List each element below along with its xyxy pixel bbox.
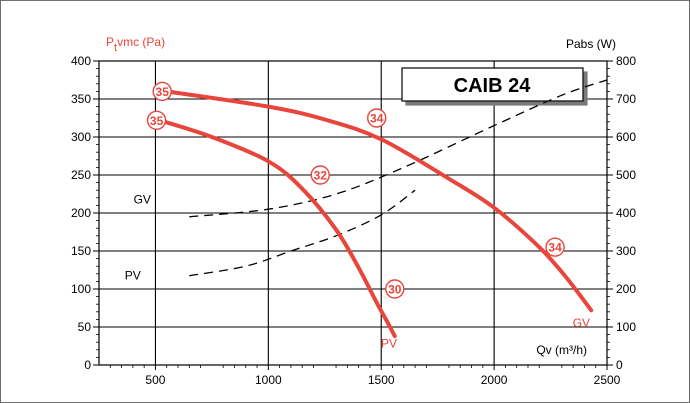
- y-left-tick-label: 0: [84, 358, 91, 372]
- y-right-tick-label: 800: [616, 54, 636, 68]
- y-right-tick-label: 300: [616, 244, 636, 258]
- y-right-tick-label: 500: [616, 168, 636, 182]
- speed-marker-label: 35: [156, 85, 170, 99]
- speed-marker: 34: [367, 108, 387, 128]
- x-tick-label: 2500: [594, 373, 621, 387]
- speed-marker-label: 30: [388, 283, 402, 297]
- y-right-axis-title: Pabs (W): [566, 37, 616, 51]
- speed-marker: 30: [385, 279, 405, 299]
- y-right-tick-label: 400: [616, 206, 636, 220]
- speed-marker-circle: [152, 81, 172, 102]
- speed-marker-label: 34: [548, 241, 562, 255]
- axis-ticks: [93, 60, 613, 370]
- x-tick-label: 2000: [481, 373, 508, 387]
- y-right-tick-label: 200: [616, 282, 636, 296]
- curve-label-pv: PV: [381, 337, 397, 351]
- x-tick-label: 1500: [368, 373, 395, 387]
- speed-marker-label: 35: [150, 114, 164, 128]
- pressure-series: [158, 89, 594, 339]
- grid: [99, 61, 607, 365]
- curve-labels: GV PV PV GV: [125, 192, 590, 350]
- y-left-axis-title-sub: t: [114, 42, 117, 54]
- speed-marker-circle: [545, 237, 565, 257]
- y-left-tick-label: 400: [71, 54, 91, 68]
- curve-label-pv: PV: [125, 268, 141, 282]
- y-left-tick-label: 50: [78, 320, 92, 334]
- pressure-curve-gv: [164, 89, 594, 313]
- model-title-frame: [401, 67, 584, 102]
- power-curve-gv: [189, 79, 608, 218]
- y-right-tick-label: 0: [616, 358, 623, 372]
- speed-marker: 34: [545, 237, 565, 257]
- model-title-box: [401, 67, 584, 102]
- speed-marker: 35: [146, 110, 167, 130]
- chart-title: CAIB 24: [454, 75, 532, 97]
- curve-label-gv: GV: [573, 316, 590, 330]
- y-left-tick-label: 250: [71, 168, 91, 182]
- y-left-tick-label: 100: [71, 282, 91, 296]
- pressure-curve-pv: [158, 118, 397, 339]
- speed-markers: 35 35 34 32 34 30: [146, 81, 565, 299]
- speed-marker-circle: [146, 110, 167, 130]
- y-right-tick-label: 600: [616, 130, 636, 144]
- x-tick-label: 1000: [255, 373, 282, 387]
- x-tick-label: 500: [145, 373, 165, 387]
- speed-marker-circle: [367, 108, 387, 128]
- power-series: [189, 79, 608, 277]
- y-left-tick-label: 200: [71, 206, 91, 220]
- speed-marker: 32: [310, 165, 330, 185]
- y-left-axis-title-main: P: [106, 35, 114, 49]
- speed-marker-label: 34: [370, 112, 384, 126]
- y-left-axis-title-rest: vmc (Pa): [117, 35, 165, 49]
- y-right-tick-label: 100: [616, 320, 636, 334]
- y-left-tick-label: 150: [71, 244, 91, 258]
- speed-marker-circle: [310, 165, 330, 185]
- x-tick-labels: 500 1000 1500 2000 2500: [145, 373, 620, 387]
- y-left-tick-labels: 0 50 100 150 200 250 300 350 400: [71, 54, 91, 372]
- y-right-tick-labels: 0 100 200 300 400 500 600 700 800: [616, 54, 636, 372]
- y-left-tick-label: 300: [71, 130, 91, 144]
- y-left-axis-title: Ptvmc (Pa): [106, 35, 165, 54]
- x-axis-title: Qv (m³/h): [536, 343, 587, 357]
- power-curve-pv: [189, 189, 416, 277]
- curve-label-gv: GV: [134, 192, 151, 206]
- speed-marker-circle: [385, 279, 405, 299]
- speed-marker-label: 32: [314, 169, 328, 183]
- speed-marker: 35: [152, 81, 172, 102]
- y-left-tick-label: 350: [71, 92, 91, 106]
- y-right-tick-label: 700: [616, 92, 636, 106]
